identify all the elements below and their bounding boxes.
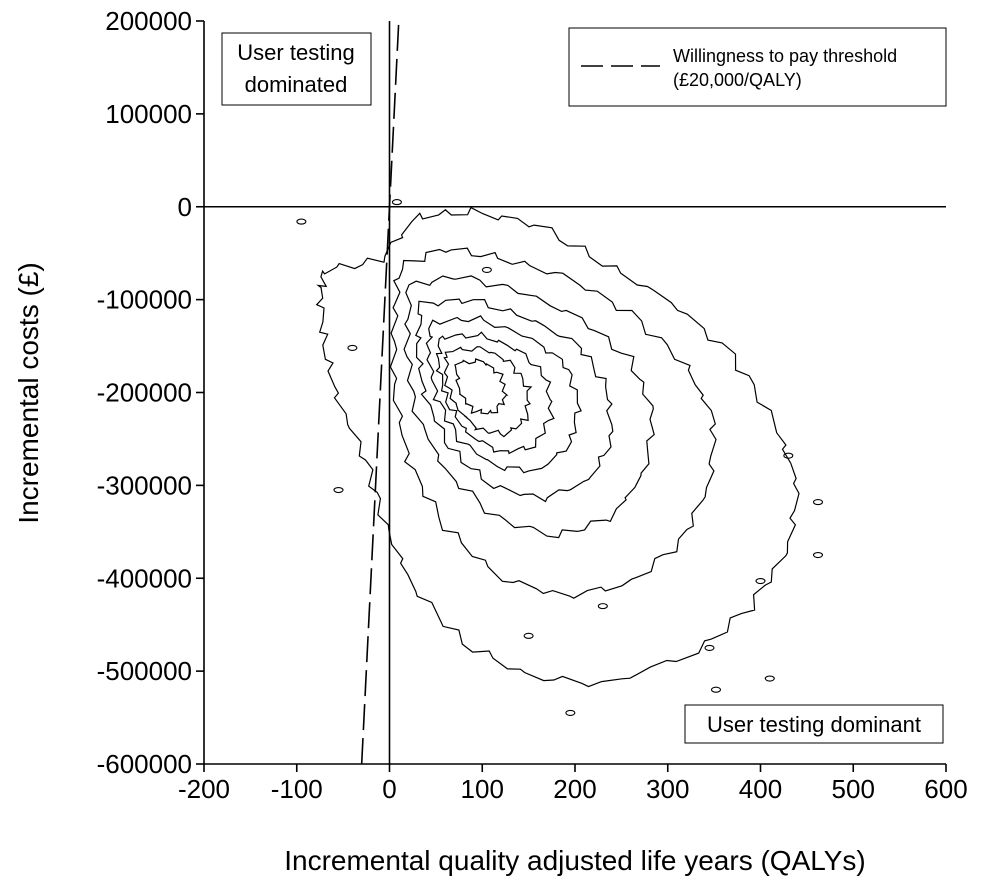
contour-island bbox=[783, 452, 794, 459]
contour-island bbox=[523, 632, 534, 639]
contour-island bbox=[755, 577, 766, 585]
contour-level-3 bbox=[403, 275, 655, 539]
y-axis-label: Incremental costs (£) bbox=[13, 262, 44, 523]
y-tick-label: 100000 bbox=[105, 99, 192, 129]
legend-label-line1: Willingness to pay threshold bbox=[673, 46, 897, 66]
legend-box: Willingness to pay threshold (£20,000/QA… bbox=[568, 27, 947, 107]
annotation-dominated-line2: dominated bbox=[245, 72, 348, 97]
contour-island bbox=[597, 603, 608, 610]
annotation-dominant-text: User testing dominant bbox=[707, 712, 921, 737]
y-tick-label: -300000 bbox=[97, 470, 192, 500]
x-tick-label: -200 bbox=[178, 774, 230, 804]
contour-island bbox=[296, 218, 307, 225]
x-tick-label: 500 bbox=[832, 774, 875, 804]
x-axis-ticks: -200 -100 0 100 200 300 400 500 600 bbox=[178, 764, 968, 804]
threshold-line bbox=[360, 20, 400, 765]
y-tick-label: 0 bbox=[178, 192, 192, 222]
contour-lines bbox=[315, 206, 800, 688]
annotation-dominated-line1: User testing bbox=[237, 40, 354, 65]
contour-island bbox=[481, 266, 492, 273]
y-tick-label: 200000 bbox=[105, 6, 192, 36]
contour-level-6 bbox=[435, 331, 555, 455]
x-tick-label: 300 bbox=[646, 774, 689, 804]
x-tick-label: -100 bbox=[271, 774, 323, 804]
contour-islands bbox=[296, 199, 824, 716]
annotation-dominated: User testing dominated bbox=[221, 32, 372, 106]
y-tick-label: -100000 bbox=[97, 285, 192, 315]
legend-label-line2: (£20,000/QALY) bbox=[673, 70, 802, 90]
x-tick-label: 200 bbox=[553, 774, 596, 804]
y-tick-label: -200000 bbox=[97, 378, 192, 408]
contour-island bbox=[764, 675, 775, 682]
contour-level-7 bbox=[443, 346, 533, 438]
contour-island bbox=[704, 644, 715, 651]
contour-island bbox=[710, 686, 722, 693]
contour-island bbox=[565, 709, 576, 716]
contour-level-8 bbox=[454, 358, 509, 415]
contour-level-1 bbox=[315, 206, 800, 688]
annotation-dominant: User testing dominant bbox=[684, 704, 944, 744]
x-axis-label: Incremental quality adjusted life years … bbox=[284, 845, 866, 876]
x-tick-label: 400 bbox=[739, 774, 782, 804]
contour-level-2 bbox=[389, 247, 717, 599]
x-tick-label: 600 bbox=[924, 774, 967, 804]
contour-island bbox=[812, 499, 824, 506]
contour-island bbox=[391, 199, 402, 206]
contour-level-5 bbox=[425, 315, 582, 474]
contour-island bbox=[347, 344, 358, 351]
contour-island bbox=[812, 551, 824, 559]
contour-island bbox=[333, 486, 344, 494]
y-tick-label: -500000 bbox=[97, 656, 192, 686]
y-tick-label: -600000 bbox=[97, 749, 192, 779]
x-tick-label: 100 bbox=[461, 774, 504, 804]
contour-level-4 bbox=[415, 298, 614, 503]
y-axis-ticks: 200000 100000 0 -100000 -200000 -300000 -40000… bbox=[97, 6, 204, 779]
x-tick-label: 0 bbox=[382, 774, 396, 804]
y-tick-label: -400000 bbox=[97, 563, 192, 593]
